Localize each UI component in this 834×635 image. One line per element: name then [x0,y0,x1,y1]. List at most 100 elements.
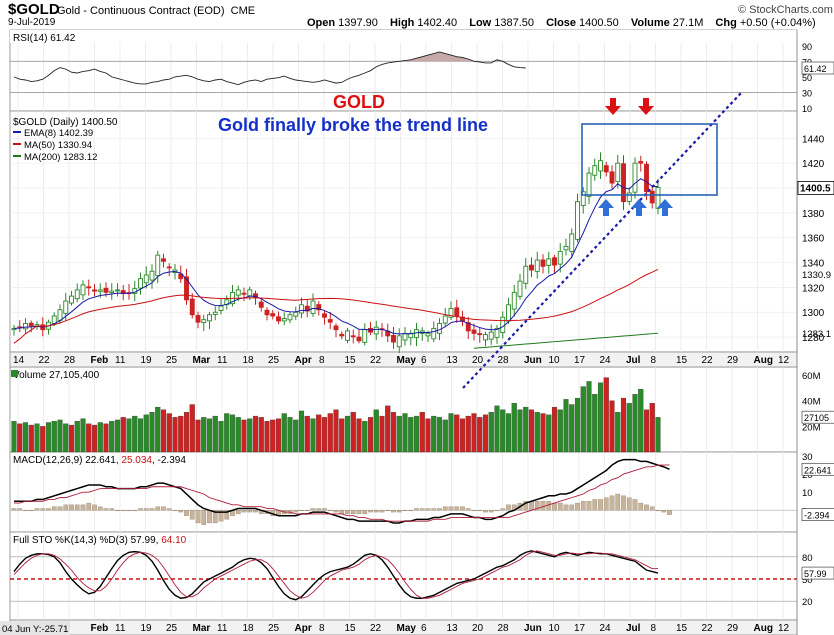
rsi-tick-label: 10 [802,104,812,114]
volume-bar [454,414,460,453]
macd-histogram-bar [442,506,448,511]
candle-body [97,289,103,292]
volume-bar [655,417,661,453]
macd-histogram-bar [74,504,80,511]
volume-bar [229,414,236,453]
volume-bar [126,418,132,453]
volume-bar [97,422,103,453]
macd-histogram-bar [109,508,115,511]
candle-body [592,165,598,176]
candle-body [586,172,592,197]
ma-last-label: 1330.9 [802,270,831,281]
volume-bar [350,412,356,453]
macd-histogram-bar [299,510,304,512]
candle-body [373,326,379,335]
volume-bar [258,417,264,453]
candle-body [649,190,655,204]
x-tick-label-bottom: 29 [727,623,739,634]
price-tick-label: 1360 [802,234,825,245]
candle-body [293,311,299,317]
macd-histogram-bar [201,510,207,525]
candle-body [235,289,241,296]
sto-tick-label: 80 [802,553,813,564]
macd-histogram-bar [396,510,402,513]
volume-bar [114,419,121,453]
volume-bar [534,412,540,453]
instrument-title: Gold - Continuous Contract (EOD) [57,5,225,17]
consolidation-box [581,123,718,196]
macd-histogram-bar [655,510,661,512]
volume-bar [500,409,506,453]
candle-body [86,286,92,289]
candle-body [212,311,218,315]
volume-bar [160,409,167,453]
price-tick-label: 1280 [802,333,825,344]
candle-body [471,329,477,334]
x-tick-label-bottom: 6 [421,623,427,634]
volume-bar [511,403,517,453]
macd-histogram-bar [523,501,529,511]
price-tick-label: 1320 [802,283,825,294]
x-tick-label-bottom: Feb [91,623,109,634]
volume-bar [339,418,345,453]
sto-d-line [13,550,659,599]
volume-bar [172,417,178,453]
x-tick-label-bottom: 24 [600,623,612,634]
cursor-readout: 04 Jun Y:-25.71 [2,624,68,635]
macd-histogram-bar [649,506,655,511]
macd-histogram-bar [253,510,258,513]
candle-body [448,308,454,318]
macd-histogram-bar [327,510,333,512]
open-value: 1397.90 [338,17,378,29]
volume-bar [615,412,621,453]
volume-bar [442,419,448,453]
price-last-label: 1400.5 [800,183,831,194]
candle-body [483,334,488,341]
rsi-last-box [801,61,834,75]
candle-body [28,322,34,327]
x-tick-label-bottom: Aug [754,623,773,634]
x-tick-label-bottom: 11 [115,623,126,634]
x-tick-label-bottom: 28 [498,623,510,634]
volume-bar [270,419,276,453]
volume-bar [477,417,483,453]
volume-bar [287,417,293,453]
annotation-trendline-text: Gold finally broke the trend line [218,115,488,135]
price-tick-label: 1440 [802,134,825,145]
macd-histogram-bar [661,510,667,513]
volume-tick-label: 60M [802,371,821,382]
volume-bar [143,414,149,453]
macd-histogram-bar [414,508,419,511]
volume-bar [488,412,494,453]
blue-up-arrow [631,199,647,216]
candle-body [391,335,396,343]
candle-body [598,160,603,172]
candle-body [138,278,143,289]
macd-histogram-bar [402,510,408,512]
x-tick-label: 20 [472,355,484,366]
macd-histogram-bar [178,510,184,513]
stockcharts-brand: © StockCharts.com [738,4,833,16]
candle-body [299,304,304,314]
volume-bar [471,413,477,453]
x-tick-label: 18 [243,355,255,366]
volume-tick-label: 40M [802,397,821,408]
macd-histogram-bar [477,510,483,512]
x-tick-label: 14 [13,355,25,366]
candle-body [241,292,247,295]
macd-histogram-bar [362,510,368,515]
volume-bar [166,413,172,453]
price-tick-label: 1340 [802,259,825,270]
candle-body [517,280,523,297]
volume-bar [603,377,609,453]
volume-bar [465,415,471,453]
volume-bar [310,418,316,453]
volume-bar [413,415,420,453]
ma-last-label: 1283.1 [802,329,831,340]
volume-bar [80,418,86,453]
x-tick-label: 25 [166,355,178,366]
x-tick-label-bottom: May [397,623,417,634]
candle-body [454,307,460,317]
macd-histogram-bar [621,495,626,511]
